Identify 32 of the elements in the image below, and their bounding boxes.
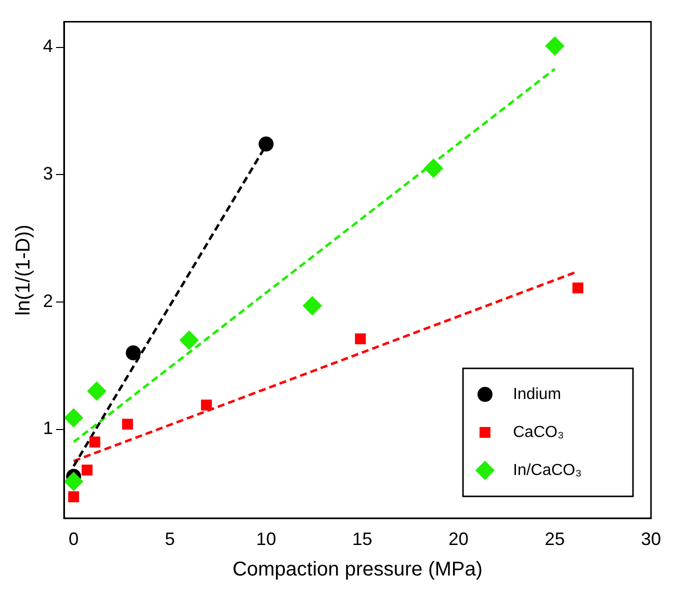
legend-label: Indium: [513, 386, 562, 403]
x-tick-label: 15: [352, 529, 372, 550]
y-tick-label: 4: [42, 36, 54, 56]
point: [572, 282, 584, 294]
x-tick-label: 25: [544, 529, 565, 550]
point: [64, 408, 84, 428]
x-axis-title: Compaction pressure (MPa): [232, 558, 483, 581]
point: [89, 436, 100, 448]
point: [545, 36, 564, 56]
x-tick-label: 5: [164, 529, 175, 550]
point: [200, 400, 212, 411]
x-tick-label: 20: [448, 529, 469, 550]
point: [302, 296, 322, 316]
point: [354, 333, 366, 344]
x-tick-label: 30: [640, 529, 662, 550]
y-tick-label: 3: [42, 164, 54, 184]
y-axis-title: ln(1/(1-D)): [12, 224, 35, 316]
point: [87, 382, 106, 401]
point: [68, 491, 80, 502]
point: [180, 330, 199, 350]
legend-label: In/CaCO₃: [513, 462, 582, 479]
point: [64, 472, 84, 491]
x-tick-label: 10: [256, 529, 276, 550]
point: [258, 136, 274, 152]
y-tick-label: 1: [42, 418, 54, 438]
x-tick-label: 0: [68, 529, 79, 550]
y-tick-label: 2: [42, 290, 54, 311]
point: [126, 345, 141, 360]
point: [122, 418, 133, 430]
legend-label: CaCO₃: [513, 424, 564, 441]
point: [424, 158, 444, 178]
point: [82, 464, 93, 476]
